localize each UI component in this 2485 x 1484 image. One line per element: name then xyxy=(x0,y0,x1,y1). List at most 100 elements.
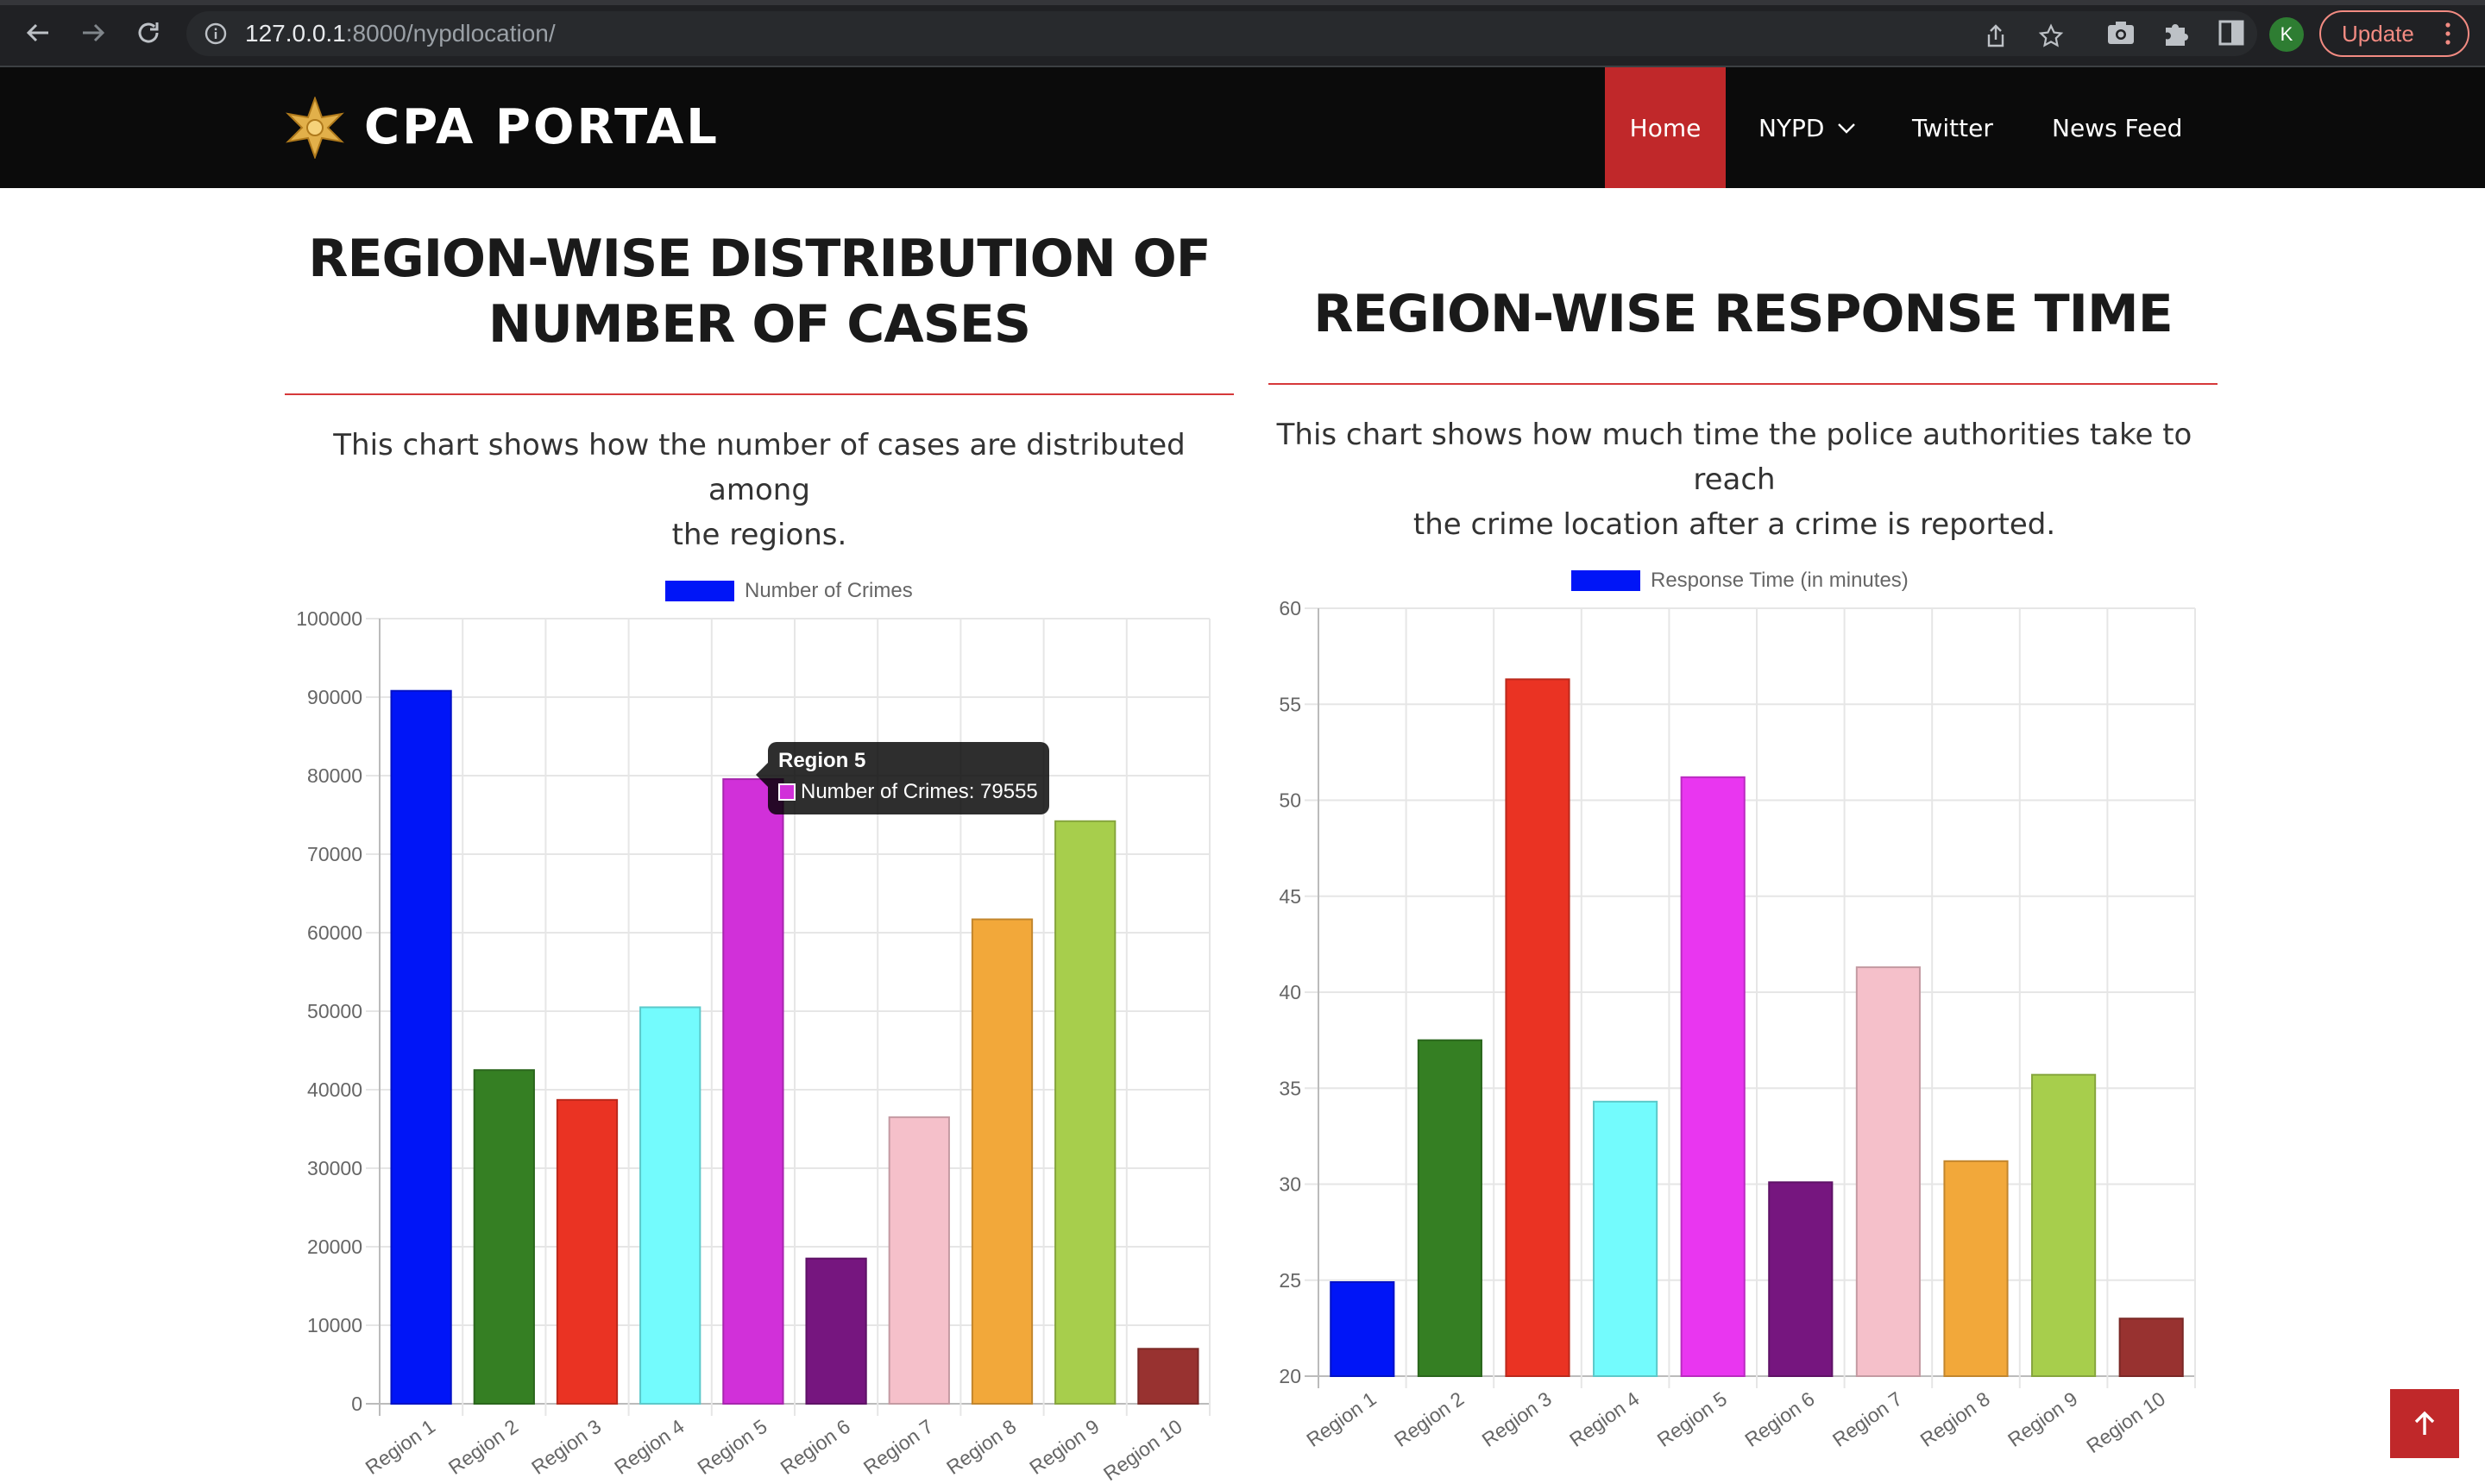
crimes-x-tick-label: Region 5 xyxy=(693,1415,771,1479)
update-button[interactable]: Update xyxy=(2319,10,2469,57)
response-desc-line1: This chart shows how much time the polic… xyxy=(1276,418,2192,497)
crimes-bar xyxy=(556,1098,619,1405)
response-bar xyxy=(1593,1100,1658,1377)
response-chart-description: This chart shows how much time the polic… xyxy=(1242,412,2226,547)
response-x-tick-label: Region 8 xyxy=(1916,1387,1994,1451)
crimes-bar xyxy=(722,778,784,1405)
response-legend-swatch xyxy=(1571,570,1640,591)
crimes-x-tick-label: Region 3 xyxy=(527,1415,605,1479)
bookmark-star-icon[interactable] xyxy=(2038,23,2064,49)
crimes-legend: Number of Crimes xyxy=(665,579,913,602)
update-label: Update xyxy=(2342,20,2414,47)
response-y-tick-label: 55 xyxy=(1279,693,1301,715)
crimes-y-tick-label: 20000 xyxy=(307,1236,362,1258)
nav-twitter-label: Twitter xyxy=(1912,113,1993,142)
tab-strip-edge xyxy=(0,0,2485,5)
response-legend: Response Time (in minutes) xyxy=(1571,569,1909,592)
response-y-tick-label: 30 xyxy=(1279,1173,1301,1196)
sheriff-star-icon xyxy=(286,97,344,159)
response-title-divider xyxy=(1268,383,2218,385)
address-bar[interactable]: 127.0.0.1:8000/nypdlocation/ xyxy=(186,11,2257,56)
tooltip-title: Region 5 xyxy=(778,749,866,772)
crimes-bar xyxy=(390,689,452,1405)
response-bar xyxy=(1943,1160,2009,1378)
site-navbar: CPA PORTAL Home NYPD Twitter News Feed xyxy=(0,67,2485,188)
response-bar xyxy=(1417,1039,1482,1377)
crimes-y-tick-label: 0 xyxy=(351,1393,362,1415)
profile-avatar[interactable]: K xyxy=(2269,17,2304,52)
crimes-y-tick-label: 50000 xyxy=(307,1000,362,1022)
crimes-x-tick-label: Region 6 xyxy=(777,1415,854,1479)
crimes-y-tick-label: 100000 xyxy=(296,607,362,630)
nav-news-feed-label: News Feed xyxy=(2052,113,2183,142)
nav-nypd-label: NYPD xyxy=(1758,113,1825,142)
response-bar xyxy=(1680,776,1746,1377)
brand-name: CPA PORTAL xyxy=(364,99,720,155)
nav-home[interactable]: Home xyxy=(1605,67,1726,188)
arrow-up-icon xyxy=(2414,1411,2435,1435)
reload-icon[interactable] xyxy=(128,12,169,53)
response-bar xyxy=(1855,966,1921,1377)
crimes-title-divider xyxy=(285,393,1234,395)
back-icon[interactable] xyxy=(17,12,59,53)
tooltip-color-swatch xyxy=(778,783,796,801)
crimes-bar xyxy=(639,1006,701,1405)
chart-tooltip: Region 5 Number of Crimes: 79555 xyxy=(756,742,1049,814)
side-panel-icon[interactable] xyxy=(2216,17,2247,48)
browser-toolbar: 127.0.0.1:8000/nypdlocation/ K Update xyxy=(0,0,2485,67)
response-x-tick-label: Region 7 xyxy=(1828,1387,1906,1451)
response-bar xyxy=(1505,678,1570,1377)
crimes-bar xyxy=(473,1069,535,1405)
share-icon[interactable] xyxy=(1983,23,2009,49)
response-y-tick-label: 35 xyxy=(1279,1077,1301,1099)
crimes-y-tick-label: 10000 xyxy=(307,1314,362,1336)
crimes-x-tick-label: Region 4 xyxy=(610,1415,689,1479)
response-y-tick-label: 20 xyxy=(1279,1365,1301,1387)
response-x-tick-label: Region 2 xyxy=(1390,1387,1468,1451)
response-bar xyxy=(2118,1317,2184,1377)
crimes-x-tick-label: Region 1 xyxy=(362,1415,439,1479)
crimes-bar xyxy=(971,918,1034,1405)
crimes-chart-description: This chart shows how the number of cases… xyxy=(285,423,1234,557)
response-y-tick-label: 45 xyxy=(1279,885,1301,908)
url-path: :8000/nypdlocation/ xyxy=(345,20,556,47)
crimes-desc-line2: the regions. xyxy=(671,518,847,552)
response-x-tick-label: Region 4 xyxy=(1565,1387,1644,1451)
response-x-tick-label: Region 5 xyxy=(1653,1387,1731,1451)
extensions-icon[interactable] xyxy=(2161,17,2192,48)
crimes-bar-chart[interactable]: Number of Crimes 0 10000 20000 30000 40000 500… xyxy=(296,579,1211,1484)
crimes-y-tick-label: 80000 xyxy=(307,764,362,787)
scroll-to-top-button[interactable] xyxy=(2390,1389,2459,1458)
screenshot-icon[interactable] xyxy=(2105,17,2136,48)
site-info-icon[interactable] xyxy=(204,22,228,46)
nav-twitter[interactable]: Twitter xyxy=(1912,67,1993,188)
crimes-bar xyxy=(805,1257,867,1405)
response-x-tick-label: Region 1 xyxy=(1302,1387,1380,1451)
kebab-menu-icon[interactable] xyxy=(2445,22,2450,45)
nav-nypd-dropdown[interactable]: NYPD xyxy=(1758,67,1856,188)
crimes-y-tick-label: 40000 xyxy=(307,1078,362,1101)
crimes-x-tick-label: Region 7 xyxy=(859,1415,937,1479)
crimes-bar xyxy=(1137,1348,1199,1405)
crimes-bar xyxy=(1054,820,1117,1405)
response-time-bar-chart[interactable]: Response Time (in minutes) 20 25 30 35 40 45 50… xyxy=(1279,569,2196,1457)
crimes-title-line2: NUMBER OF CASES xyxy=(488,294,1031,355)
response-legend-label: Response Time (in minutes) xyxy=(1651,569,1909,592)
crimes-legend-swatch xyxy=(665,581,734,601)
response-bar xyxy=(1330,1280,1395,1377)
nav-home-label: Home xyxy=(1629,113,1702,142)
crimes-y-tick-label: 90000 xyxy=(307,686,362,708)
url-text: 127.0.0.1:8000/nypdlocation/ xyxy=(245,18,556,49)
forward-icon[interactable] xyxy=(72,12,114,53)
brand[interactable]: CPA PORTAL xyxy=(285,97,720,159)
response-y-tick-label: 25 xyxy=(1279,1269,1301,1292)
crimes-x-tick-label: Region 8 xyxy=(942,1415,1020,1479)
crimes-chart-title: REGION-WISE DISTRIBUTION OF NUMBER OF CA… xyxy=(285,226,1234,357)
response-x-tick-label: Region 10 xyxy=(2082,1387,2169,1457)
crimes-legend-label: Number of Crimes xyxy=(745,579,913,602)
nav-news-feed[interactable]: News Feed xyxy=(2052,67,2182,188)
chevron-down-icon xyxy=(1837,123,1855,134)
crimes-title-line1: REGION-WISE DISTRIBUTION OF xyxy=(308,229,1211,289)
response-y-tick-label: 50 xyxy=(1279,789,1301,812)
response-chart-title: REGION-WISE RESPONSE TIME xyxy=(1313,284,2173,344)
